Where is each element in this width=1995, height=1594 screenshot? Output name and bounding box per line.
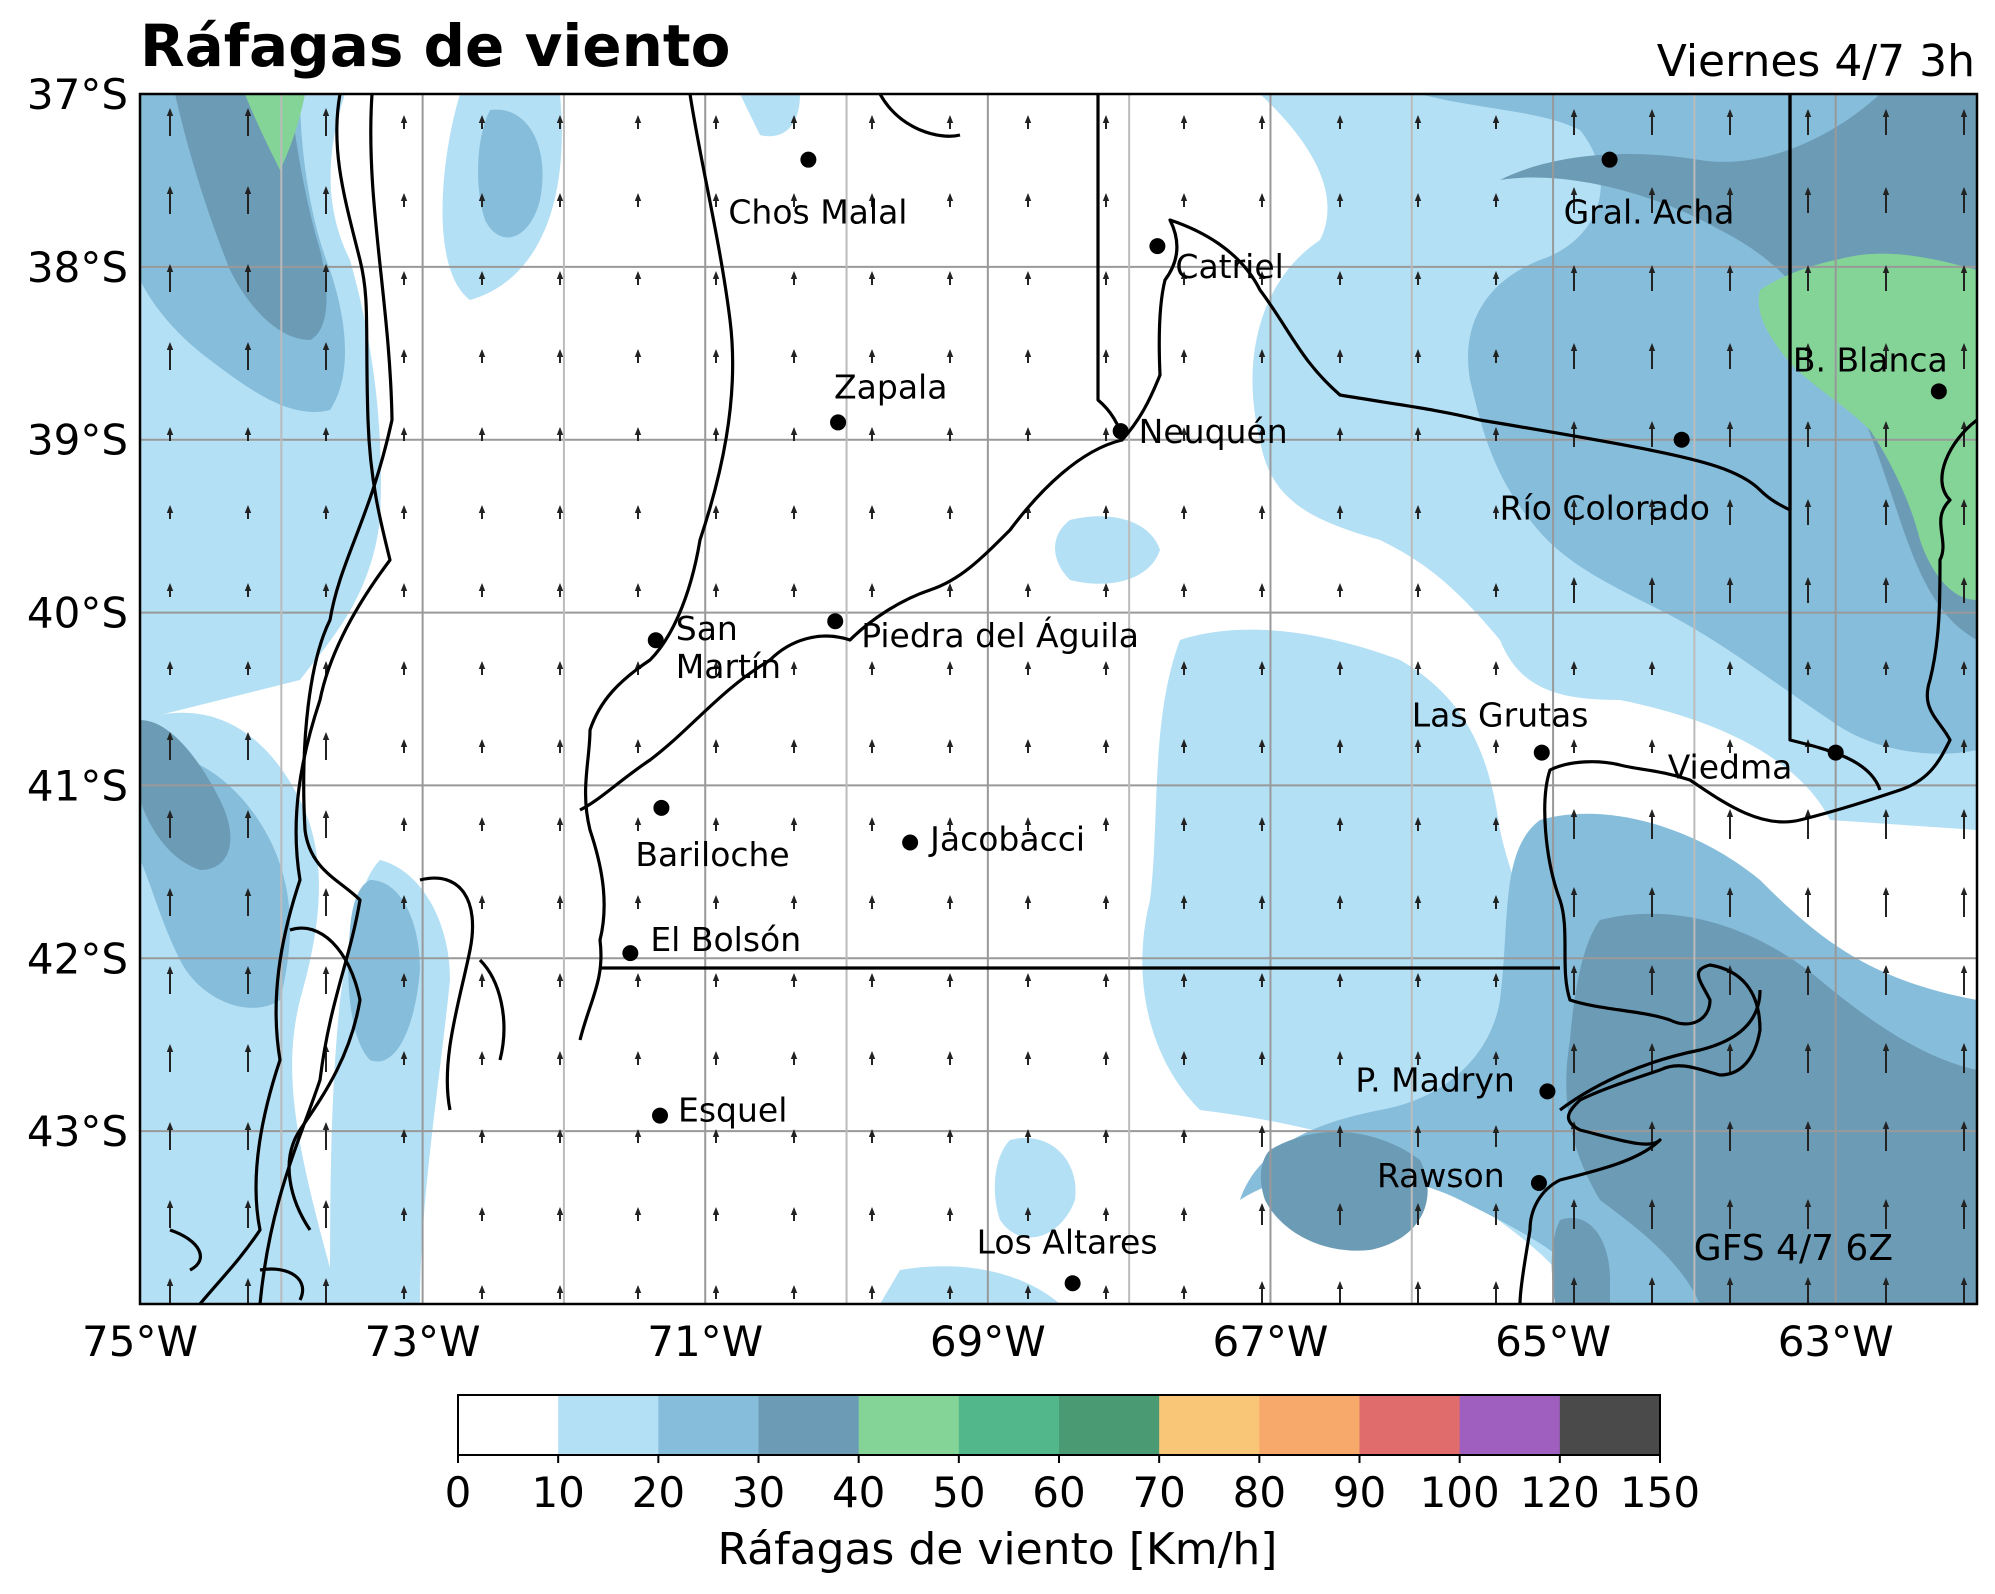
colorbar-tick-label: 70 (1132, 1468, 1185, 1517)
city-marker (1601, 151, 1618, 168)
map-title: Ráfagas de viento (140, 12, 731, 80)
city-marker (1064, 1275, 1081, 1292)
lat-tick-label: 39°S (27, 416, 128, 465)
city-label: B. Blanca (1793, 340, 1948, 379)
city-label: Zapala (834, 367, 947, 406)
colorbar-tick-label: 100 (1420, 1468, 1500, 1517)
colorbar-swatch (758, 1395, 860, 1455)
lon-tick-label: 69°W (930, 1317, 1046, 1366)
colorbar-tick-label: 50 (932, 1468, 985, 1517)
city-marker (653, 799, 670, 816)
colorbar: 0 10 20 30 40 50 60 70 80 90 100 120 150 (445, 1394, 1700, 1517)
city-markers: Chos Malal Catriel Gral. Acha Zapala Neuquén… (622, 151, 1948, 1292)
lon-tick-label: 63°W (1778, 1317, 1894, 1366)
borders-coastline (169, 94, 1977, 1304)
colorbar-swatch (958, 1395, 1060, 1455)
city-marker (1539, 1083, 1556, 1100)
city-label: Los Altares (977, 1222, 1158, 1261)
city-marker (647, 632, 664, 649)
city-marker (800, 151, 817, 168)
model-run-label: GFS 4/7 6Z (1694, 1228, 1893, 1269)
colorbar-tick-label: 20 (632, 1468, 685, 1517)
city-marker (1673, 431, 1690, 448)
city-label: Río Colorado (1500, 489, 1710, 528)
city-label: Gral. Acha (1564, 193, 1735, 232)
colorbar-tick-label: 90 (1333, 1468, 1386, 1517)
city-label: Catriel (1175, 247, 1283, 286)
city-label: Bariloche (635, 835, 789, 874)
city-marker (1533, 744, 1550, 761)
lon-tick-label: 65°W (1495, 1317, 1611, 1366)
city-marker (1827, 744, 1844, 761)
colorbar-tick-label: 10 (531, 1468, 584, 1517)
colorbar-tick-label: 40 (832, 1468, 885, 1517)
city-label: Piedra del Águila (861, 615, 1139, 655)
city-marker (622, 945, 639, 962)
colorbar-swatch (458, 1395, 559, 1455)
colorbar-tick-label: 30 (732, 1468, 785, 1517)
colorbar-swatch (1359, 1395, 1461, 1455)
lon-tick-label: 75°W (82, 1317, 198, 1366)
colorbar-tick-label: 120 (1520, 1468, 1600, 1517)
valid-time: Viernes 4/7 3h (1656, 36, 1975, 87)
colorbar-swatch (1059, 1395, 1160, 1455)
city-label: Rawson (1377, 1156, 1505, 1195)
city-marker (652, 1107, 669, 1124)
colorbar-swatch (858, 1395, 960, 1455)
colorbar-tick-label: 80 (1233, 1468, 1286, 1517)
colorbar-swatch (658, 1395, 759, 1455)
lat-tick-label: 40°S (27, 589, 128, 638)
colorbar-tick-label: 0 (445, 1468, 472, 1517)
gust-field (140, 94, 1977, 1304)
colorbar-swatch (1459, 1395, 1561, 1455)
city-marker (902, 834, 919, 851)
map-frame (138, 92, 1979, 1306)
city-marker (1530, 1175, 1547, 1191)
lat-tick-label: 38°S (27, 243, 128, 292)
longitude-labels: 75°W 73°W 71°W 69°W 67°W 65°W 63°W (82, 1317, 1894, 1366)
gust-band-40-50 (245, 94, 1977, 600)
city-label: Neuquén (1139, 412, 1288, 451)
colorbar-swatch (1159, 1395, 1260, 1455)
city-marker (1149, 238, 1166, 255)
city-label: Chos Malal (728, 193, 907, 232)
city-label: Jacobacci (928, 819, 1085, 858)
latitude-labels: 37°S 38°S 39°S 40°S 41°S 42°S 43°S (27, 70, 128, 1156)
city-label: El Bolsón (650, 920, 801, 959)
lat-tick-label: 41°S (27, 761, 128, 810)
colorbar-swatch (558, 1395, 659, 1455)
lon-tick-label: 67°W (1212, 1317, 1328, 1366)
lat-tick-label: 42°S (27, 934, 128, 983)
lon-tick-label: 73°W (365, 1317, 481, 1366)
colorbar-swatch (1259, 1395, 1360, 1455)
colorbar-swatch (1559, 1395, 1661, 1455)
wind-vectors (166, 108, 1968, 1304)
city-marker (1112, 423, 1129, 440)
colorbar-label: Ráfagas de viento [Km/h] (717, 1524, 1278, 1575)
city-label: Viedma (1668, 748, 1793, 787)
colorbar-tick-label: 150 (1620, 1468, 1700, 1517)
city-label: San Martín (676, 609, 781, 686)
gust-band-30-40 (140, 94, 1977, 1304)
city-marker (830, 414, 847, 431)
lon-tick-label: 71°W (647, 1317, 763, 1366)
city-label: Esquel (678, 1091, 787, 1130)
city-marker (827, 613, 844, 630)
city-label: Las Grutas (1412, 696, 1589, 735)
lat-tick-label: 43°S (27, 1107, 128, 1156)
colorbar-tick-label: 60 (1032, 1468, 1085, 1517)
city-marker (1930, 383, 1947, 400)
city-label: P. Madryn (1355, 1060, 1514, 1099)
lat-tick-label: 37°S (27, 70, 128, 119)
